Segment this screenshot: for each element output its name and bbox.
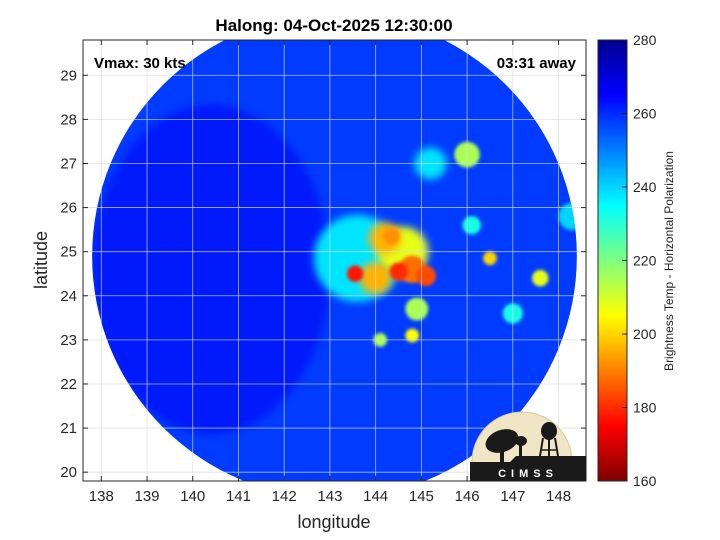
colorbar-tick-label: 280 <box>633 32 657 48</box>
cold-feature <box>346 265 364 282</box>
y-tick-label: 23 <box>60 332 77 349</box>
cold-feature <box>405 328 420 343</box>
y-tick-label: 26 <box>60 200 77 217</box>
cold-feature <box>483 251 497 266</box>
y-axis-label: latitude <box>31 231 51 289</box>
cold-feature <box>415 265 437 286</box>
x-tick-label: 140 <box>180 488 205 505</box>
plot-area: 138 139 140 141 142 143 144 145 146 147 148 20 21 22… <box>60 39 587 505</box>
x-tick-label: 139 <box>135 488 160 505</box>
x-axis-label: longitude <box>297 512 370 532</box>
x-tick-label: 144 <box>363 488 388 505</box>
cold-feature <box>558 202 577 231</box>
y-tick-label: 28 <box>60 111 77 128</box>
cold-feature <box>532 269 549 287</box>
chart-title: Halong: 04-Oct-2025 12:30:00 <box>215 16 452 35</box>
y-tick-label: 24 <box>60 288 77 305</box>
logo-tower-tank <box>541 422 557 440</box>
x-axis-ticks: 138 139 140 141 142 143 144 145 146 147 148 <box>89 40 571 505</box>
x-tick-label: 148 <box>546 488 571 505</box>
colorbar-tick-label: 180 <box>633 400 657 416</box>
time-away-annotation: 03:31 away <box>497 55 577 72</box>
x-tick-label: 147 <box>500 488 525 505</box>
grid-layer <box>83 40 586 481</box>
logo-dish <box>485 429 519 453</box>
colorbar-tick-label: 200 <box>633 326 657 342</box>
cold-feature <box>389 262 408 281</box>
x-tick-label: 142 <box>272 488 297 505</box>
y-tick-label: 27 <box>60 155 77 172</box>
swath-layer <box>92 40 577 481</box>
colorbar-tick-label: 240 <box>633 179 657 195</box>
x-tick-label: 143 <box>317 488 342 505</box>
cold-feature <box>405 297 429 321</box>
y-tick-label: 20 <box>60 464 77 481</box>
colorbar-tick-label: 160 <box>633 473 657 489</box>
colorbar-tick-label: 260 <box>633 106 657 122</box>
vmax-annotation: Vmax: 30 kts <box>94 55 186 72</box>
logo-building <box>470 456 586 481</box>
colorbar-label: Brightness Temp - Horizontal Polarizatio… <box>662 151 676 371</box>
warm-region <box>92 104 330 434</box>
cold-feature <box>383 228 400 245</box>
x-tick-label: 146 <box>455 488 480 505</box>
y-axis-ticks: 20 21 22 23 24 25 26 27 28 29 <box>60 67 586 481</box>
y-tick-label: 21 <box>60 420 77 437</box>
colorbar-tick-label: 220 <box>633 253 657 269</box>
cimss-logo: CIMSS <box>470 411 586 481</box>
x-tick-label: 138 <box>89 488 114 505</box>
plot-border <box>82 39 587 482</box>
y-tick-label: 22 <box>60 376 77 393</box>
y-tick-label: 25 <box>60 244 77 261</box>
logo-text: CIMSS <box>498 468 558 480</box>
x-tick-label: 141 <box>226 488 251 505</box>
x-tick-label: 145 <box>409 488 434 505</box>
y-tick-label: 29 <box>60 67 77 84</box>
colorbar-ticks: 160 180 200 220 240 260 280 <box>622 32 657 489</box>
colorbar: 160 180 200 220 240 260 280 Brightness Temp - … <box>597 32 676 489</box>
cold-feature <box>462 216 481 235</box>
